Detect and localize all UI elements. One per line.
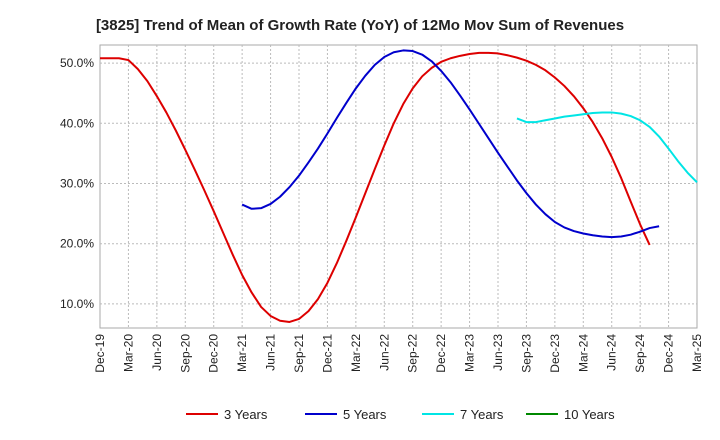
x-tick-label: Dec-23 xyxy=(548,334,562,373)
x-tick-label: Jun-20 xyxy=(150,334,164,371)
x-tick-label: Mar-24 xyxy=(576,334,590,372)
y-tick-label: 50.0% xyxy=(60,56,94,70)
x-tick-label: Dec-19 xyxy=(93,334,107,373)
legend-label: 10 Years xyxy=(564,407,615,422)
gridlines xyxy=(100,45,697,328)
x-tick-label: Dec-22 xyxy=(434,334,448,373)
y-tick-label: 30.0% xyxy=(60,176,94,190)
x-tick-label: Mar-21 xyxy=(235,334,249,372)
series-line-5-years xyxy=(241,49,660,239)
legend-label: 7 Years xyxy=(460,407,504,422)
x-tick-label: Sep-22 xyxy=(406,334,420,373)
x-tick-label: Sep-23 xyxy=(519,334,533,373)
x-axis: Dec-19 Mar-20 Jun-20 Sep-20 Dec-20 Mar-21 Jun-… xyxy=(93,334,704,373)
x-tick-label: Dec-24 xyxy=(662,334,676,373)
y-tick-label: 10.0% xyxy=(60,297,94,311)
x-tick-label: Mar-25 xyxy=(690,334,704,372)
x-tick-label: Jun-23 xyxy=(491,334,505,371)
x-tick-label: Sep-24 xyxy=(633,334,647,373)
legend: 3 Years 5 Years 7 Years 10 Years xyxy=(186,407,615,422)
y-tick-label: 40.0% xyxy=(60,116,94,130)
x-tick-label: Jun-24 xyxy=(605,334,619,371)
x-tick-label: Sep-20 xyxy=(178,334,192,373)
legend-label: 3 Years xyxy=(224,407,268,422)
x-tick-label: Jun-21 xyxy=(264,334,278,371)
y-tick-label: 20.0% xyxy=(60,237,94,251)
y-axis: 10.0% 20.0% 30.0% 40.0% 50.0% xyxy=(60,56,94,311)
x-tick-label: Dec-21 xyxy=(320,334,334,373)
chart-title: [3825] Trend of Mean of Growth Rate (YoY… xyxy=(96,17,624,34)
x-tick-label: Mar-20 xyxy=(121,334,135,372)
series-lines xyxy=(100,49,698,323)
x-tick-label: Sep-21 xyxy=(292,334,306,373)
x-tick-label: Jun-22 xyxy=(377,334,391,371)
x-tick-label: Dec-20 xyxy=(207,334,221,373)
legend-label: 5 Years xyxy=(343,407,387,422)
series-line-7-years xyxy=(516,111,698,183)
x-tick-label: Mar-23 xyxy=(463,334,477,372)
series-line-3-years xyxy=(100,51,651,323)
plot-area xyxy=(99,44,698,329)
x-tick-label: Mar-22 xyxy=(349,334,363,372)
